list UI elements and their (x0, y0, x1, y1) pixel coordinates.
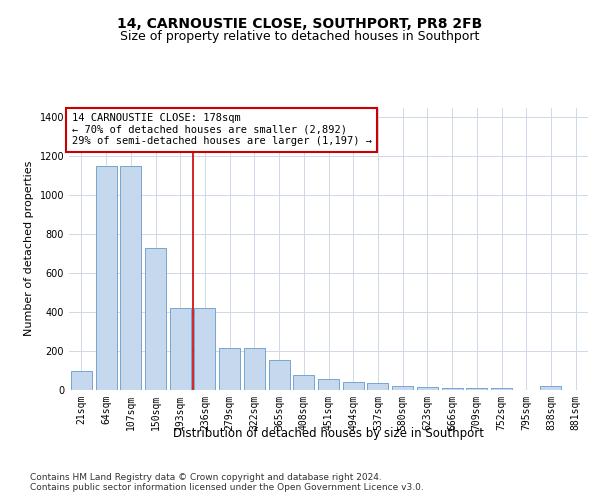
Text: Distribution of detached houses by size in Southport: Distribution of detached houses by size … (173, 428, 484, 440)
Bar (95, 166, 116, 390)
Bar (219, 348, 240, 390)
Bar (244, 348, 265, 390)
Text: Contains HM Land Registry data © Crown copyright and database right 2024.
Contai: Contains HM Land Registry data © Crown c… (30, 472, 424, 492)
Bar (491, 388, 512, 390)
Text: 14, CARNOUSTIE CLOSE, SOUTHPORT, PR8 2FB: 14, CARNOUSTIE CLOSE, SOUTHPORT, PR8 2FB (118, 18, 482, 32)
Bar (392, 386, 413, 390)
Bar (269, 360, 290, 390)
Bar (293, 376, 314, 390)
Bar (318, 380, 339, 390)
Bar (194, 308, 215, 390)
Text: 14 CARNOUSTIE CLOSE: 178sqm
← 70% of detached houses are smaller (2,892)
29% of : 14 CARNOUSTIE CLOSE: 178sqm ← 70% of det… (71, 113, 371, 146)
Text: Size of property relative to detached houses in Southport: Size of property relative to detached ho… (121, 30, 479, 43)
Bar (442, 388, 463, 390)
Bar (466, 388, 487, 390)
Bar (170, 308, 191, 390)
Bar (71, 370, 92, 390)
Bar (367, 383, 388, 390)
Bar (343, 382, 364, 390)
Bar (120, 166, 141, 390)
Bar (417, 387, 438, 390)
Bar (541, 386, 562, 390)
Bar (145, 248, 166, 390)
Y-axis label: Number of detached properties: Number of detached properties (24, 161, 34, 336)
